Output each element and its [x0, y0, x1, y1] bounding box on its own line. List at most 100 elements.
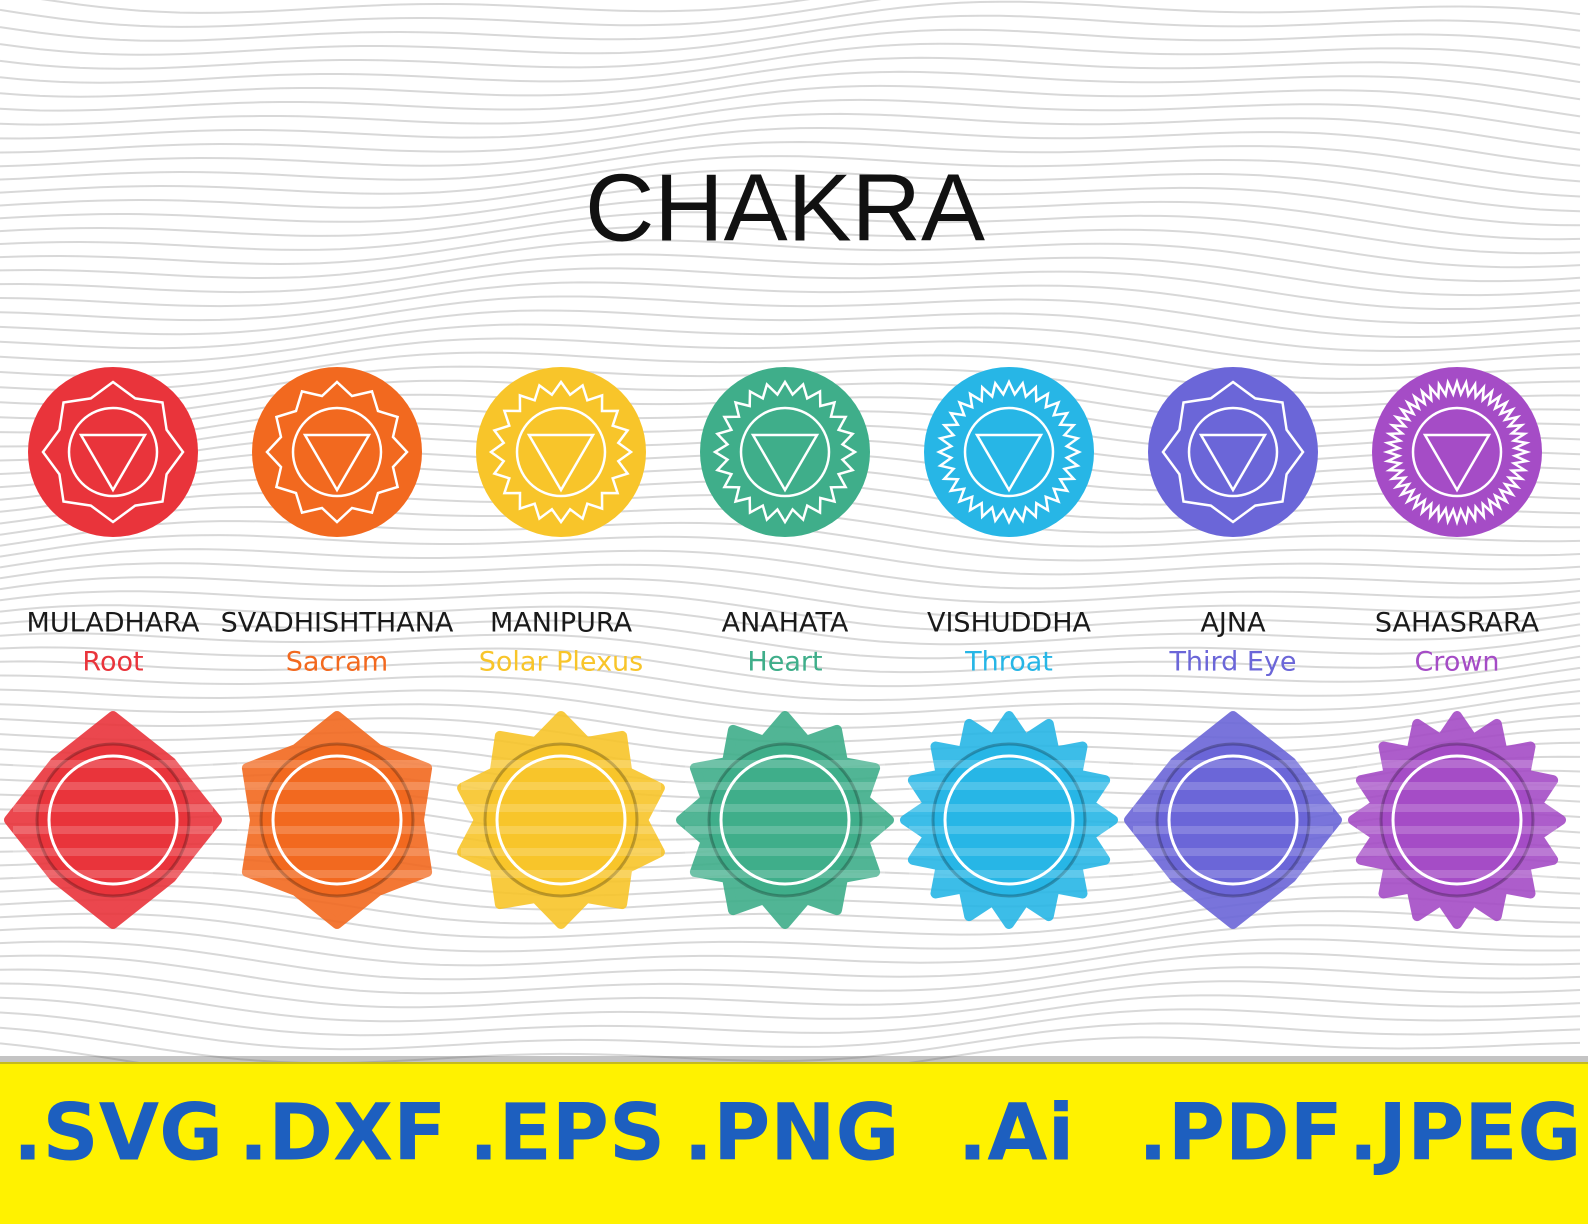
chakra-meaning: Throat: [964, 647, 1053, 678]
format-label: .SVG: [13, 1088, 223, 1178]
chakra-stripe: [685, 782, 885, 790]
wave-line: [0, 56, 1581, 98]
chakra: ANAHATA Heart: [676, 367, 894, 929]
chakra-meaning: Root: [82, 647, 143, 678]
chakra-meaning: Solar Plexus: [479, 647, 643, 678]
chakra-stripe: [237, 870, 437, 878]
wave-line: [0, 295, 1581, 338]
chakra-stripe: [237, 848, 437, 856]
chakra-circle: [28, 367, 198, 537]
chakra-meaning: Heart: [747, 647, 822, 678]
wave-line: [0, 140, 1581, 183]
wave-line: [0, 42, 1581, 84]
chakra-triangle: [78, 433, 148, 493]
wave-line: [0, 938, 1581, 981]
wave-line: [0, 632, 1581, 674]
wave-line: [0, 1008, 1581, 1051]
chakra-stripe: [1357, 782, 1557, 790]
wave-line: [0, 70, 1581, 112]
chakra-stripe: [1357, 848, 1557, 856]
chakra-stripe: [13, 760, 213, 768]
wave-line: [0, 590, 1581, 632]
wave-line: [0, 323, 1581, 366]
chakra-name: SVADHISHTHANA: [221, 608, 454, 639]
chakra-stripe: [909, 782, 1109, 790]
wave-line: [0, 98, 1581, 140]
wave-line: [0, 267, 1581, 310]
chakra-stripe: [909, 804, 1109, 812]
chakra-ring: [271, 754, 403, 886]
wave-line: [0, 980, 1581, 1023]
chakra-stripe: [461, 782, 661, 790]
chakra-list: MULADHARA Root SVADHISHTHANA Sacram MANIPURA…: [4, 367, 1566, 929]
wave-line: [0, 309, 1581, 352]
wave-line: [0, 896, 1581, 939]
chakra-disc: [483, 742, 639, 898]
chakra-stripe: [1133, 826, 1333, 834]
wave-line: [0, 562, 1581, 604]
chakra-inner: [515, 406, 607, 498]
wave-line: [0, 155, 1581, 198]
chakra-stripe: [1133, 848, 1333, 856]
wave-line: [0, 351, 1581, 394]
chakra-stripe: [237, 804, 437, 812]
chakra-stripe: [909, 826, 1109, 834]
chakra: SAHASRARA Crown: [1348, 367, 1566, 929]
chakra-stripe: [685, 826, 885, 834]
chakra-ring: [719, 754, 851, 886]
format-banner: [0, 1062, 1588, 1224]
chakra-disc: [931, 742, 1087, 898]
chakra-lotus: [1161, 380, 1305, 524]
wave-line: [0, 14, 1581, 56]
wave-line: [0, 84, 1581, 126]
chakra-ring: [1167, 754, 1299, 886]
chakra-stripe: [237, 826, 437, 834]
chakra-meaning: Third Eye: [1168, 647, 1296, 678]
wave-line: [0, 1022, 1581, 1065]
format-label: .Ai: [958, 1088, 1075, 1178]
chakra-triangle: [1198, 433, 1268, 493]
chakra-name: VISHUDDHA: [927, 608, 1092, 639]
wave-line: [0, 952, 1581, 995]
chakra: MANIPURA Solar Plexus: [457, 367, 665, 929]
chakra-triangle: [1422, 433, 1492, 493]
wave-line: [0, 0, 1581, 42]
format-label: .PDF: [1138, 1088, 1343, 1178]
chakra-disc: [35, 742, 191, 898]
chakra-name: SAHASRARA: [1375, 608, 1540, 639]
chakra-inner: [963, 406, 1055, 498]
wave-line: [0, 28, 1581, 70]
wave-line: [0, 618, 1581, 660]
wave-line: [0, 924, 1580, 967]
chakra-ring: [1391, 754, 1523, 886]
chakra-disc: [707, 742, 863, 898]
chakra-stripe: [13, 826, 213, 834]
chakra-circle: [700, 367, 870, 537]
chakra-ring: [47, 754, 179, 886]
chakra-name: AJNA: [1200, 608, 1266, 639]
chakra-circle: [1372, 367, 1542, 537]
chakra-stripe: [13, 848, 213, 856]
chakra-name: ANAHATA: [722, 608, 849, 639]
chakra: VISHUDDHA Throat: [900, 367, 1118, 929]
chakra-triangle: [974, 433, 1044, 493]
chakra-triangle: [750, 433, 820, 493]
wave-line: [0, 197, 1581, 241]
chakra-disc: [259, 742, 415, 898]
chakra: AJNA Third Eye: [1124, 367, 1342, 929]
chakra-lotus: [265, 380, 409, 524]
wave-line: [0, 337, 1581, 380]
chakra-lotus: [488, 379, 634, 525]
chakra-inner: [67, 406, 159, 498]
chakra-lotus: [41, 380, 185, 524]
chakra-meaning: Sacram: [286, 647, 388, 678]
chakra-circle: [252, 367, 422, 537]
wave-line: [0, 534, 1581, 576]
wave-line: [40, 0, 811, 14]
chakra-stripe: [685, 848, 885, 856]
chakra-stripe: [461, 804, 661, 812]
wave-line: [0, 548, 1581, 590]
wave-line: [0, 253, 1581, 297]
wave-line: [0, 183, 1581, 227]
chakra-stripe: [1133, 870, 1333, 878]
